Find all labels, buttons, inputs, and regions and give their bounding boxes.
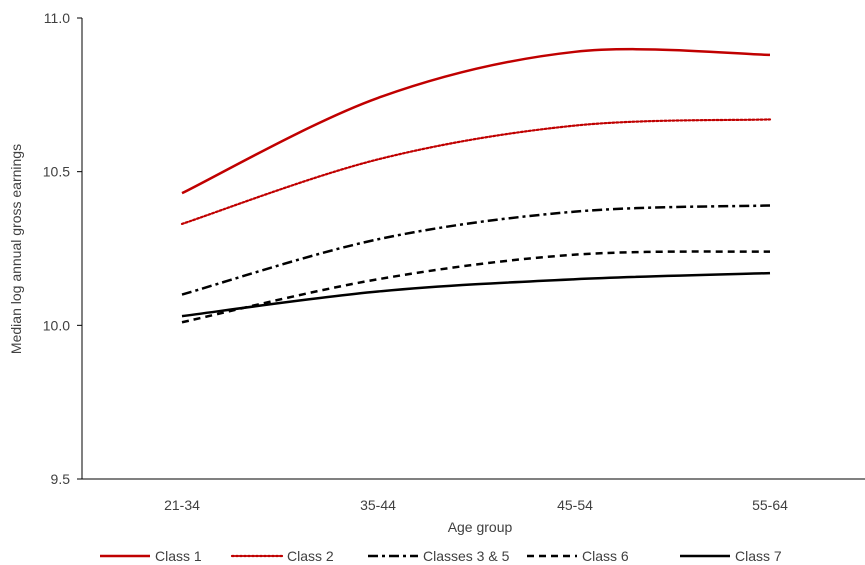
series-line-4 <box>181 250 771 324</box>
y-axis-title: Median log annual gross earnings <box>8 144 24 354</box>
legend: Class 1 Class 2 Classes 3 & 5 Class 6 Class … <box>100 548 782 564</box>
x-axis-title: Age group <box>448 519 513 535</box>
series-line-2 <box>180 118 772 226</box>
legend-label-4: Class 6 <box>582 548 629 564</box>
x-tick-label: 35-44 <box>360 497 396 513</box>
series-layer <box>180 47 772 324</box>
series-line-3 <box>181 204 771 296</box>
legend-label-5: Class 7 <box>735 548 782 564</box>
x-tick-label: 21-34 <box>164 497 200 513</box>
x-tick-label: 45-54 <box>557 497 593 513</box>
y-tick-label: 11.0 <box>44 10 70 26</box>
y-tick-label: 10.5 <box>43 164 70 180</box>
x-tick-label: 55-64 <box>752 497 788 513</box>
axes <box>81 18 865 480</box>
series-line-5 <box>181 271 771 318</box>
legend-label-1: Class 1 <box>155 548 202 564</box>
y-tick-label: 9.5 <box>51 471 71 487</box>
x-tick-labels: 21-34 35-44 45-54 55-64 <box>164 497 788 513</box>
series-line-1 <box>181 47 771 195</box>
y-tick-labels: 9.5 10.0 10.5 11.0 <box>43 10 82 487</box>
y-tick-label: 10.0 <box>43 317 70 333</box>
legend-label-2: Class 2 <box>287 548 334 564</box>
legend-label-3: Classes 3 & 5 <box>423 548 510 564</box>
